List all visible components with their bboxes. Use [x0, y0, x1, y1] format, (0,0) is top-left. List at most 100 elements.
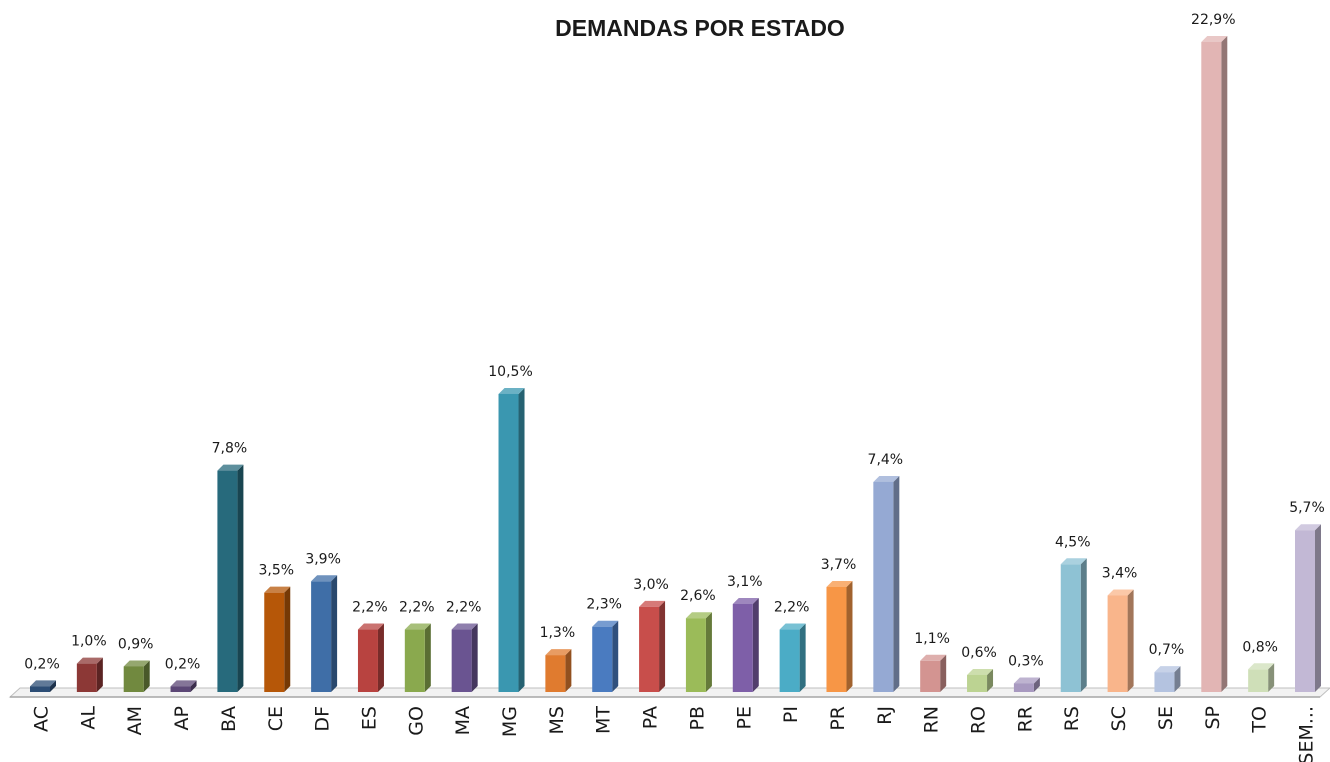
- bar-top: [826, 580, 853, 587]
- bar-side: [659, 600, 666, 692]
- bar: [451, 629, 472, 692]
- bar-top: [685, 612, 712, 619]
- bar-side: [565, 649, 572, 692]
- x-tick-label: CE: [265, 706, 287, 731]
- bar-top: [357, 623, 384, 630]
- value-label: 1,3%: [540, 625, 576, 641]
- bar-top: [592, 620, 619, 627]
- bar-top: [1248, 663, 1275, 670]
- value-label: 0,9%: [118, 636, 154, 652]
- bar: [404, 629, 425, 692]
- x-tick-label: MA: [452, 706, 474, 735]
- bar: [30, 686, 50, 692]
- x-tick-label: SP: [1202, 706, 1224, 730]
- bar-side: [284, 586, 291, 692]
- bar-side: [1268, 663, 1275, 692]
- bar: [967, 674, 988, 692]
- x-tick-label: RJ: [874, 706, 896, 725]
- x-tick-label: PI: [780, 706, 802, 723]
- value-label: 4,5%: [1055, 534, 1091, 550]
- bar-side: [471, 623, 478, 692]
- bar-top: [1154, 666, 1181, 673]
- bar-top: [170, 680, 197, 687]
- bar-side: [940, 654, 947, 692]
- bar-top: [732, 598, 759, 605]
- bar-side: [50, 680, 56, 692]
- value-label: 10,5%: [488, 364, 532, 380]
- value-label: 0,8%: [1242, 639, 1278, 655]
- value-label: 2,2%: [446, 600, 482, 616]
- x-tick-label: AL: [77, 706, 99, 730]
- bar-side: [846, 580, 853, 692]
- value-label: 1,0%: [71, 634, 107, 650]
- bar-top: [264, 586, 291, 593]
- bar-top: [30, 680, 56, 687]
- bar: [217, 470, 238, 692]
- x-tick-label: MT: [593, 706, 615, 734]
- x-tick-label: PE: [733, 706, 755, 729]
- bar: [1060, 564, 1081, 692]
- x-tick-label: DF: [312, 706, 334, 732]
- bar-top: [76, 657, 103, 664]
- bar-top: [1107, 589, 1134, 596]
- chart-title: DEMANDAS POR ESTADO: [555, 15, 845, 41]
- value-label: 0,3%: [1008, 653, 1044, 669]
- value-label: 7,8%: [212, 441, 248, 457]
- bar-side: [752, 598, 759, 692]
- bar-side: [96, 657, 103, 692]
- value-label: 0,2%: [165, 656, 201, 672]
- bar: [1201, 42, 1222, 692]
- bar: [170, 686, 191, 692]
- value-label: 1,1%: [914, 631, 950, 647]
- value-label: 3,7%: [821, 557, 857, 573]
- value-label: 3,4%: [1102, 565, 1138, 581]
- bar-side: [1174, 666, 1181, 692]
- x-tick-label: PA: [640, 706, 662, 729]
- bar: [76, 663, 97, 692]
- bar-top: [217, 464, 244, 471]
- bar: [1013, 683, 1034, 692]
- x-tick-label: MS: [546, 706, 568, 734]
- bar-top: [873, 475, 900, 482]
- x-tick-label: AM: [124, 706, 146, 735]
- x-tick-label: PB: [686, 706, 708, 731]
- bar: [545, 655, 566, 692]
- x-tick-label: RO: [968, 706, 990, 734]
- bar-top: [967, 668, 994, 675]
- bar-side: [331, 575, 338, 692]
- x-tick-label: BA: [218, 706, 240, 732]
- bar-top: [1295, 524, 1321, 531]
- bar-side: [893, 475, 900, 692]
- x-tick-label: AP: [171, 706, 193, 730]
- bar: [498, 393, 519, 692]
- x-tick-label: PR: [827, 706, 849, 731]
- bar-side: [377, 623, 384, 692]
- bar-top: [1201, 36, 1228, 42]
- bar-side: [424, 623, 431, 692]
- value-label: 2,2%: [352, 600, 388, 616]
- x-tick-label: TO: [1249, 706, 1271, 734]
- bar-side: [518, 387, 525, 692]
- value-label: 3,9%: [305, 551, 341, 567]
- bar-side: [237, 464, 244, 692]
- value-label: 0,2%: [24, 656, 60, 672]
- value-label: 7,4%: [868, 452, 904, 468]
- value-label: 3,0%: [633, 577, 669, 593]
- bar-top: [498, 387, 525, 394]
- bar: [592, 626, 613, 692]
- bar: [873, 481, 894, 692]
- bar: [1107, 595, 1128, 692]
- bar: [732, 604, 753, 692]
- bar-top: [639, 600, 666, 607]
- value-label: 2,2%: [399, 600, 435, 616]
- bar: [264, 592, 285, 692]
- value-label: 3,5%: [258, 563, 294, 579]
- bar-side: [190, 680, 197, 692]
- bar-side: [987, 668, 994, 692]
- bar-side: [799, 623, 806, 692]
- bar-top: [1013, 677, 1040, 684]
- bar-side: [612, 620, 619, 692]
- bar-side: [143, 660, 150, 692]
- bar: [1248, 669, 1269, 692]
- x-tick-label: ES: [358, 706, 380, 730]
